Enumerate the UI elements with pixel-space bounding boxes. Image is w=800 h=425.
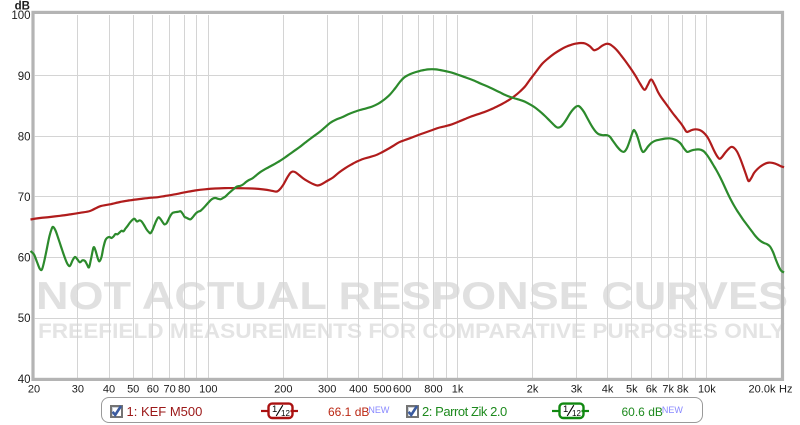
svg-text:50: 50 [18,313,31,325]
svg-text:60: 60 [147,384,159,396]
svg-text:Hz: Hz [779,384,792,396]
svg-text:7k: 7k [662,384,674,396]
svg-text:dB: dB [15,1,30,13]
svg-text:400: 400 [349,384,367,396]
svg-text:30: 30 [72,384,84,396]
svg-text:1: 1 [272,404,277,415]
svg-text:FREEFIELD MEASUREMENTS FOR COM: FREEFIELD MEASUREMENTS FOR COMPARATIVE P… [38,319,785,343]
svg-text:NOT ACTUAL RESPONSE CURVES: NOT ACTUAL RESPONSE CURVES [36,275,788,318]
svg-text:10k: 10k [698,384,716,396]
svg-text:20: 20 [28,384,40,396]
svg-text:12: 12 [281,409,290,418]
svg-text:1: 1 [563,404,568,415]
svg-text:300: 300 [318,384,336,396]
svg-text:2k: 2k [527,384,539,396]
svg-text:40: 40 [18,374,31,386]
svg-text:200: 200 [274,384,292,396]
svg-text:4k: 4k [602,384,614,396]
svg-text:100: 100 [11,10,30,22]
svg-text:800: 800 [424,384,442,396]
svg-text:1k: 1k [452,384,464,396]
svg-text:70: 70 [163,384,175,396]
svg-text:12: 12 [572,409,581,418]
svg-text:70: 70 [18,192,31,204]
svg-text:50: 50 [127,384,139,396]
svg-text:8k: 8k [677,384,689,396]
svg-text:40: 40 [103,384,115,396]
svg-text:3k: 3k [571,384,583,396]
svg-text:6k: 6k [646,384,658,396]
svg-text:5k: 5k [626,384,638,396]
svg-text:60: 60 [18,253,31,265]
svg-text:20.0k: 20.0k [749,384,776,396]
svg-text:600: 600 [393,384,411,396]
svg-text:80: 80 [18,131,31,143]
svg-text:500: 500 [373,384,391,396]
svg-text:80: 80 [178,384,190,396]
svg-text:100: 100 [199,384,217,396]
svg-text:90: 90 [18,71,31,83]
